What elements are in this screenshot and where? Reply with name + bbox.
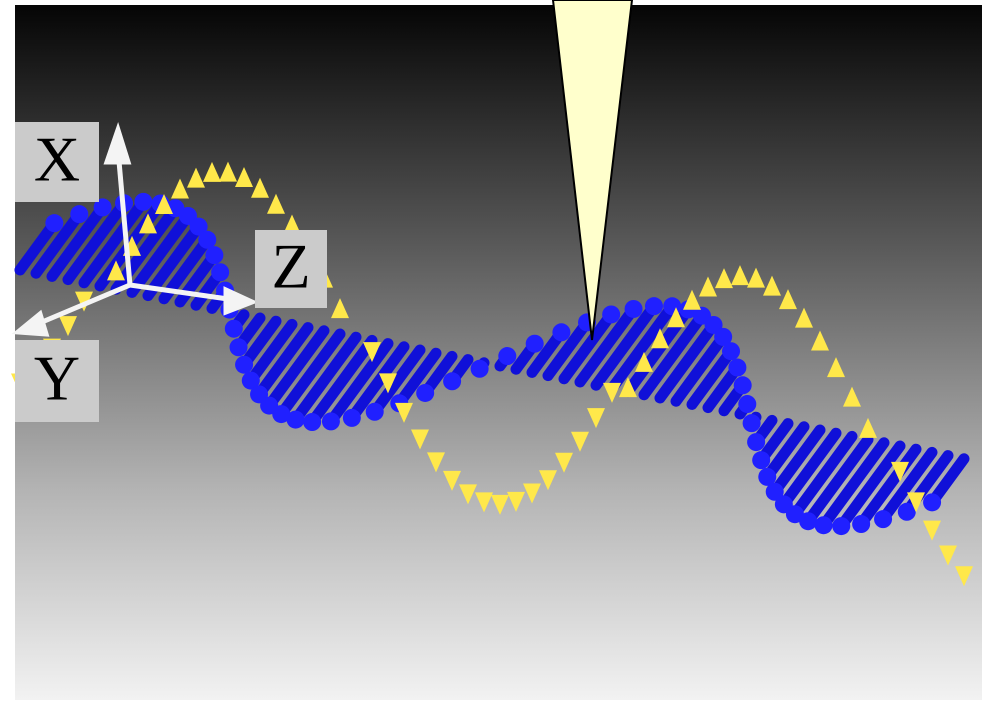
magnetic-head	[552, 323, 570, 341]
wave-illustration: X Y Z	[0, 0, 982, 718]
magnetic-head	[45, 214, 63, 232]
y-axis-label: Y	[34, 343, 80, 414]
x-axis-label: X	[34, 124, 80, 195]
magnetic-head	[752, 451, 770, 469]
magnetic-head	[663, 297, 681, 315]
magnetic-head	[645, 297, 663, 315]
z-axis-label: Z	[271, 231, 310, 302]
magnetic-head	[230, 338, 248, 356]
magnetic-head	[235, 356, 253, 374]
magnetic-head	[747, 433, 765, 451]
magnetic-head	[815, 516, 833, 534]
background	[15, 5, 982, 700]
magnetic-head	[526, 335, 544, 353]
magnetic-head	[602, 305, 620, 323]
magnetic-head	[303, 413, 321, 431]
magnetic-head	[799, 512, 817, 530]
magnetic-head	[366, 403, 384, 421]
page: X Y Z (() => { const data = JSON.parse(d…	[0, 0, 982, 718]
magnetic-head	[225, 320, 243, 338]
magnetic-head	[498, 347, 516, 365]
magnetic-head	[134, 193, 152, 211]
magnetic-head	[874, 510, 892, 528]
magnetic-head	[832, 517, 850, 535]
magnetic-head	[852, 515, 870, 533]
magnetic-head	[343, 409, 361, 427]
magnetic-head	[322, 412, 340, 430]
magnetic-head	[70, 205, 88, 223]
magnetic-head	[287, 411, 305, 429]
magnetic-head	[625, 300, 643, 318]
